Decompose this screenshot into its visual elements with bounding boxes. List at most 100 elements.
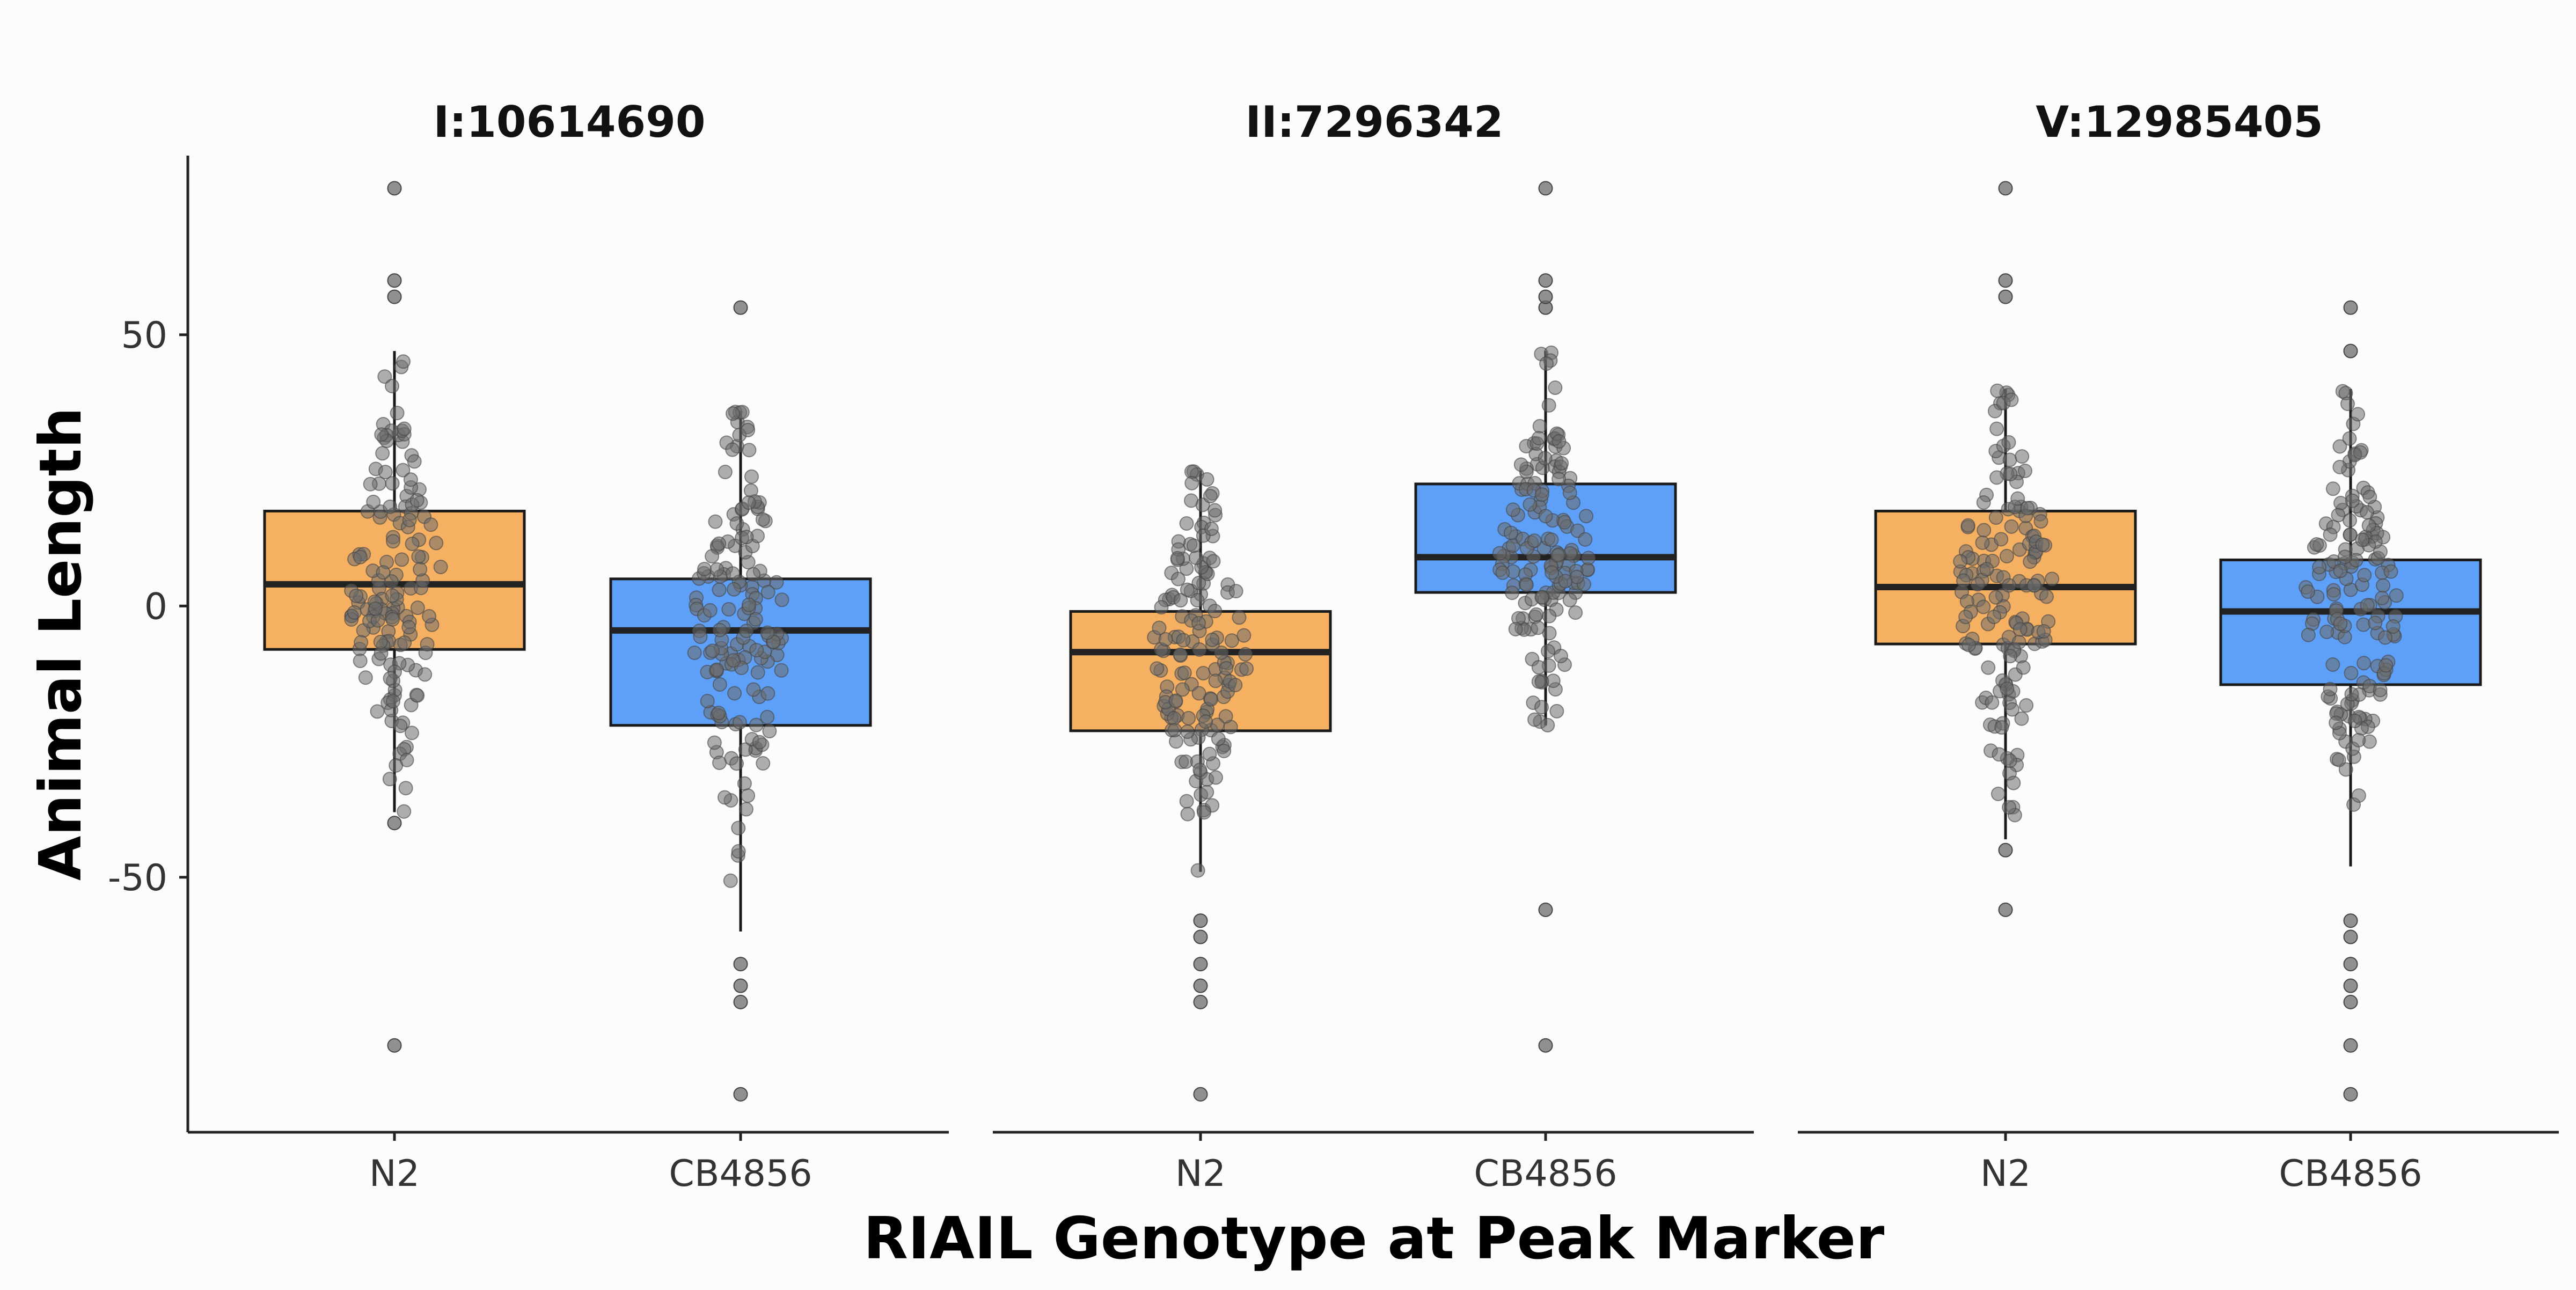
- data-point: [393, 719, 408, 734]
- data-point: [409, 493, 425, 508]
- data-point: [1568, 605, 1583, 620]
- data-point: [1218, 709, 1233, 724]
- data-point: [358, 670, 373, 685]
- data-point: [1994, 532, 2009, 547]
- data-point: [2000, 681, 2015, 696]
- data-point: [697, 561, 712, 576]
- data-point: [769, 575, 784, 590]
- data-point: [1976, 495, 1991, 510]
- data-point: [394, 552, 409, 567]
- data-point: [708, 514, 723, 529]
- data-point: [755, 512, 770, 527]
- data-point: [353, 549, 368, 565]
- data-point: [2014, 711, 2029, 726]
- panel-title: V:12985405: [2036, 97, 2323, 147]
- data-point: [1529, 607, 1544, 622]
- data-point: [1199, 472, 1214, 487]
- data-point: [1578, 532, 1593, 547]
- data-point: [718, 465, 733, 480]
- data-point: [1548, 380, 1563, 395]
- data-point: [384, 574, 399, 589]
- data-point: [712, 677, 727, 692]
- data-point: [375, 446, 390, 461]
- data-point: [2359, 505, 2374, 520]
- data-point: [1987, 610, 2002, 625]
- data-point: [2019, 698, 2034, 713]
- data-point: [1173, 647, 1188, 662]
- data-point: [1192, 642, 1207, 657]
- data-point: [726, 406, 741, 421]
- data-point: [2004, 392, 2019, 407]
- data-point: [712, 536, 727, 551]
- data-point: [1538, 509, 1553, 524]
- data-point: [1190, 863, 1205, 878]
- data-point: [1228, 678, 1243, 693]
- data-point: [1208, 770, 1223, 785]
- data-point: [370, 704, 385, 719]
- outlier-point: [2343, 913, 2358, 928]
- data-point: [2010, 491, 2025, 506]
- data-point: [366, 494, 381, 509]
- data-point: [1204, 692, 1219, 707]
- data-point: [1988, 590, 2003, 605]
- data-point: [2344, 687, 2359, 702]
- data-point: [2319, 624, 2334, 639]
- outlier-point: [1193, 1087, 1208, 1102]
- data-point: [1979, 562, 1994, 577]
- data-point: [1198, 714, 1213, 729]
- data-point: [2005, 702, 2020, 717]
- data-point: [738, 742, 753, 757]
- data-point: [2337, 549, 2352, 565]
- data-point: [1202, 746, 1217, 761]
- data-point: [1540, 717, 1555, 732]
- data-point: [2326, 587, 2341, 602]
- data-point: [1527, 712, 1542, 727]
- data-point: [762, 724, 777, 739]
- data-point: [1989, 470, 2004, 485]
- data-point: [376, 565, 391, 580]
- outlier-point: [1193, 929, 1208, 944]
- data-point: [1534, 700, 1549, 715]
- data-point: [1988, 510, 2003, 525]
- data-point: [1985, 695, 2000, 710]
- data-point: [410, 600, 425, 615]
- outlier-point: [387, 273, 402, 288]
- data-point: [1539, 356, 1554, 371]
- outlier-point: [387, 181, 402, 196]
- data-point: [721, 602, 736, 617]
- data-point: [354, 635, 369, 650]
- data-point: [1562, 592, 1577, 607]
- data-point: [1541, 398, 1556, 413]
- outlier-point: [1998, 289, 2013, 304]
- data-point: [1508, 621, 1523, 636]
- data-point: [760, 625, 775, 640]
- data-point: [1232, 610, 1247, 625]
- data-point: [1538, 451, 1553, 466]
- data-point: [2017, 464, 2032, 479]
- data-point: [390, 406, 405, 421]
- data-point: [1184, 493, 1199, 508]
- data-point: [741, 495, 756, 510]
- data-point: [1550, 548, 1565, 563]
- data-point: [405, 536, 420, 551]
- data-point: [1203, 489, 1218, 504]
- data-point: [707, 735, 722, 750]
- data-point: [1167, 723, 1182, 738]
- data-point: [1205, 632, 1220, 647]
- data-point: [1228, 584, 1243, 599]
- data-point: [1176, 633, 1191, 648]
- data-point: [760, 709, 775, 724]
- data-point: [422, 609, 437, 624]
- x-axis-title: RIAIL Genotype at Peak Marker: [863, 1205, 1885, 1272]
- data-point: [1211, 731, 1226, 746]
- outlier-point: [2343, 978, 2358, 993]
- data-point: [1150, 661, 1165, 676]
- data-point: [738, 802, 753, 817]
- data-point: [1180, 582, 1195, 597]
- outlier-point: [1538, 1038, 1553, 1053]
- data-point: [1238, 647, 1253, 662]
- data-point: [1531, 674, 1546, 689]
- data-point: [1181, 710, 1196, 725]
- data-point: [378, 465, 393, 480]
